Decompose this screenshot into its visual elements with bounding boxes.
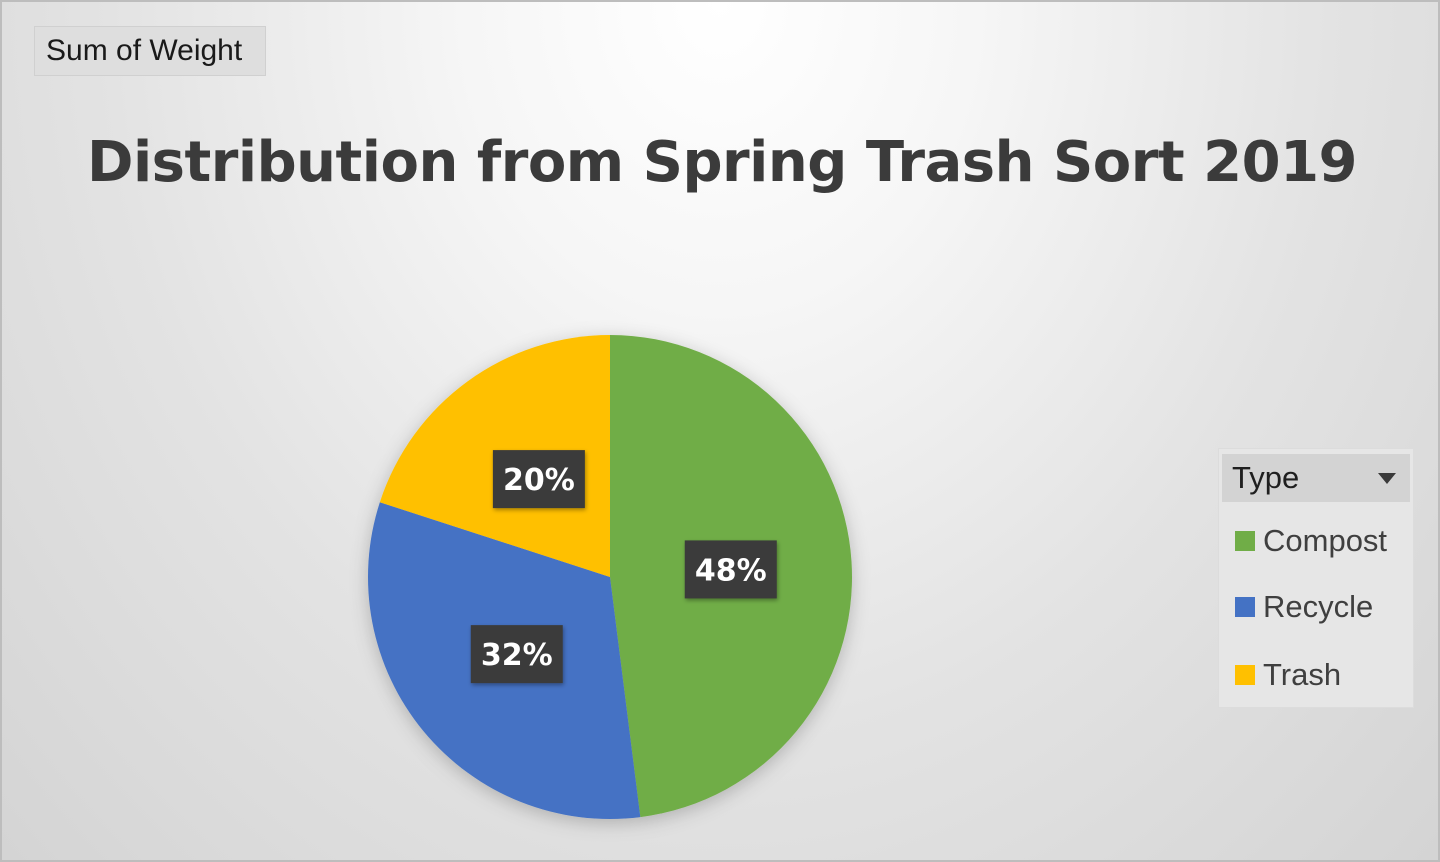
legend-title: Type (1232, 460, 1300, 495)
legend-swatch-recycle (1235, 597, 1255, 617)
data-label-box-recycle (470, 625, 563, 684)
data-label-compost: 48% (684, 540, 777, 599)
pie-data-labels: 48% 32% 20% (470, 450, 777, 684)
legend-label-recycle: Recycle (1263, 589, 1374, 624)
data-label-box-trash (492, 450, 585, 509)
legend: Type Compost Recycle Trash (1218, 448, 1414, 708)
legend-label-compost: Compost (1263, 523, 1388, 558)
data-label-box-compost (684, 540, 777, 599)
data-label-text-trash: 20% (503, 463, 575, 498)
data-label-text-recycle: 32% (481, 638, 553, 673)
data-label-text-compost: 48% (695, 553, 767, 588)
sum-of-weight-field-button[interactable]: Sum of Weight (34, 26, 266, 76)
chart-title: Distribution from Spring Trash Sort 2019 (86, 130, 1358, 195)
legend-header-type-filter[interactable]: Type (1222, 454, 1410, 502)
data-label-trash: 20% (492, 450, 585, 509)
legend-swatch-compost (1235, 531, 1255, 551)
legend-label-trash: Trash (1263, 657, 1342, 692)
chevron-down-icon[interactable] (1378, 473, 1396, 484)
data-label-recycle: 32% (470, 625, 563, 684)
pie-slices (368, 335, 853, 819)
legend-swatch-trash (1235, 665, 1255, 685)
